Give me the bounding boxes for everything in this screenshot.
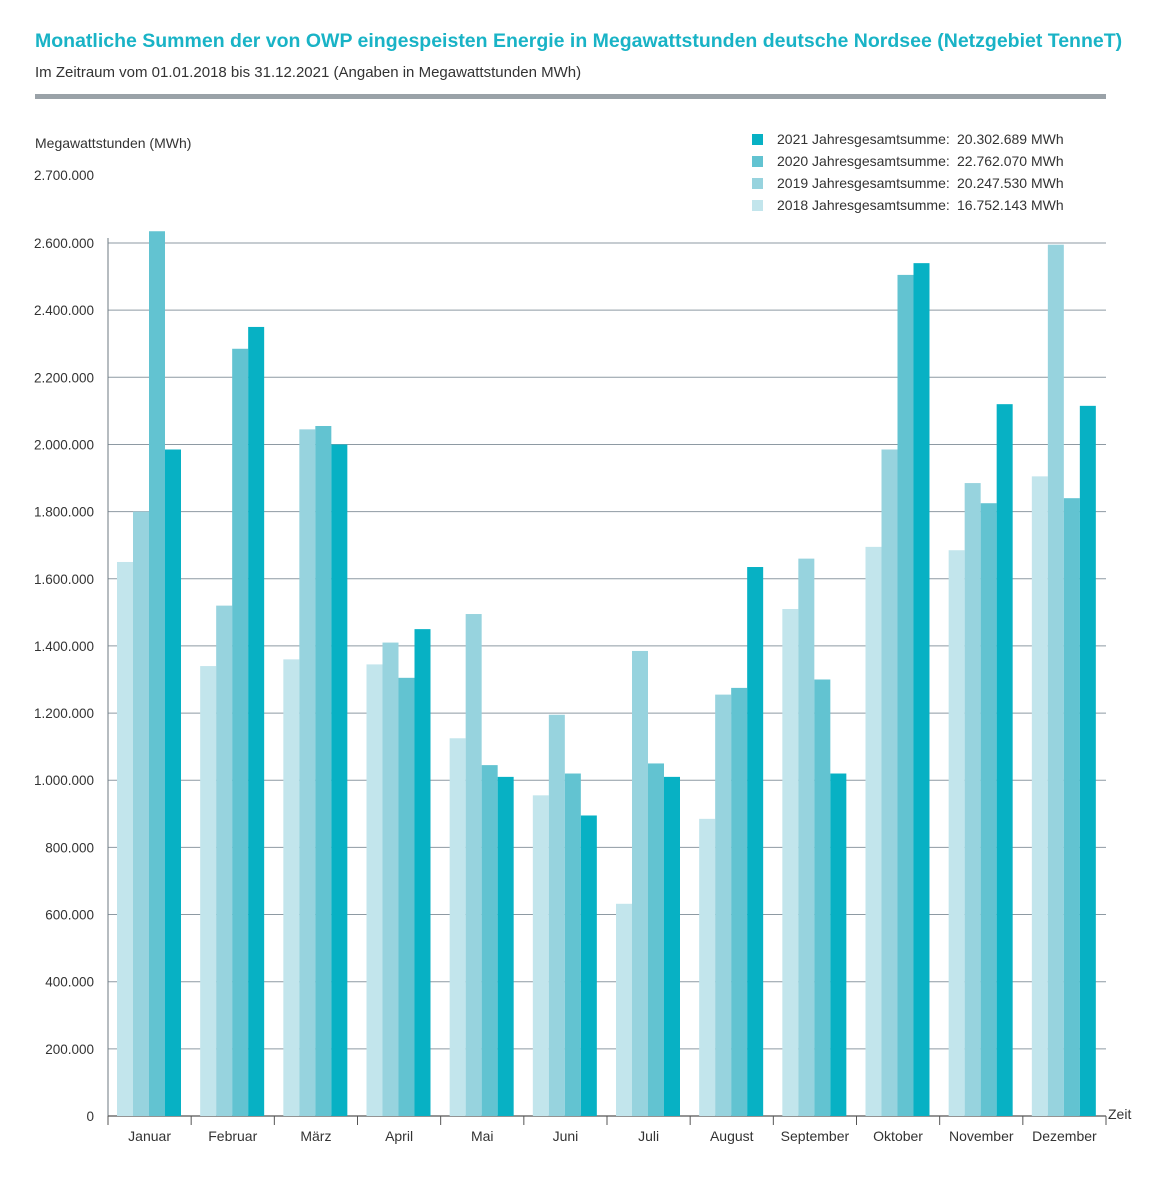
bar-2019-juli (632, 650, 648, 1116)
y-tick-label: 600.000 (45, 908, 94, 923)
bar-2020-november (980, 503, 997, 1116)
legend-label-2019: 2019 Jahresgesamtsumme: (777, 175, 950, 191)
legend: 2021 Jahresgesamtsumme: 20.302.689 MWh 2… (752, 128, 1064, 216)
legend-item-2019: 2019 Jahresgesamtsumme: 20.247.530 MWh (752, 172, 1064, 194)
legend-swatch-2021 (752, 133, 763, 145)
y-tick-label: 2.400.000 (34, 303, 94, 318)
legend-swatch-2019 (752, 177, 763, 189)
legend-swatch-2018 (752, 199, 763, 211)
bar-2021-november (996, 404, 1013, 1117)
bar-2019-november (964, 483, 981, 1116)
x-tick-label: September (781, 1128, 850, 1144)
bar-2019-april (382, 642, 399, 1116)
bar-2021-mai (497, 776, 514, 1116)
bar-2020-dezember (1063, 498, 1080, 1117)
bar-2018-januar (117, 561, 133, 1116)
legend-swatch-2020 (752, 155, 763, 167)
legend-item-2018: 2018 Jahresgesamtsumme: 16.752.143 MWh (752, 194, 1064, 216)
legend-item-2021: 2021 Jahresgesamtsumme: 20.302.689 MWh (752, 128, 1064, 150)
bar-2019-oktober (881, 449, 898, 1117)
bar-2019-august (715, 694, 732, 1116)
legend-label-2018: 2018 Jahresgesamtsumme: (777, 197, 950, 213)
bar-2021-märz (331, 444, 348, 1116)
bar-2021-februar (248, 326, 265, 1116)
bar-2020-mai (481, 765, 498, 1116)
y-tick-label: 0 (86, 1109, 94, 1124)
bar-2021-april (414, 629, 431, 1116)
y-tick-label: 1.400.000 (34, 639, 94, 654)
legend-value-2018: 16.752.143 MWh (957, 197, 1064, 213)
y-tick-label: 400.000 (45, 975, 94, 990)
x-tick-label: August (710, 1128, 754, 1144)
bar-2020-februar (232, 348, 249, 1116)
legend-label-2020: 2020 Jahresgesamtsumme: (777, 153, 950, 169)
x-tick-label: Juni (553, 1128, 579, 1144)
bar-2021-oktober (913, 263, 930, 1117)
y-tick-label: 1.000.000 (34, 773, 94, 788)
x-axis-label: Zeit (1108, 1106, 1131, 1122)
bar-2018-september (782, 608, 799, 1116)
x-tick-label: März (300, 1128, 331, 1144)
bar-2019-märz (299, 429, 316, 1116)
bar-2021-august (747, 567, 764, 1116)
x-tick-label: Oktober (873, 1128, 923, 1144)
bar-2018-oktober (865, 546, 882, 1116)
x-tick-label: November (949, 1128, 1014, 1144)
bar-2018-juli (616, 903, 632, 1116)
bar-2019-januar (133, 511, 149, 1117)
bar-2018-februar (200, 666, 217, 1116)
legend-value-2020: 22.762.070 MWh (957, 153, 1064, 169)
y-tick-label: 2.200.000 (34, 370, 94, 385)
x-tick-label: Juli (638, 1128, 659, 1144)
bar-2019-mai (465, 614, 482, 1116)
bar-2021-dezember (1079, 405, 1096, 1116)
bar-2018-mai (449, 738, 466, 1116)
bar-2018-august (699, 818, 716, 1116)
bar-2020-september (814, 679, 831, 1116)
y-tick-label: 1.600.000 (34, 572, 94, 587)
x-tick-label: April (385, 1128, 413, 1144)
bar-2020-april (398, 677, 415, 1116)
bar-2021-september (830, 773, 847, 1116)
bar-2019-juni (548, 714, 565, 1116)
legend-label-2021: 2021 Jahresgesamtsumme: (777, 131, 950, 147)
bar-2020-august (731, 687, 748, 1116)
bar-2020-juli (648, 763, 664, 1116)
bar-2019-februar (216, 605, 233, 1116)
y-tick-label: 2.700.000 (34, 168, 94, 183)
legend-value-2019: 20.247.530 MWh (957, 175, 1064, 191)
x-tick-label: Dezember (1032, 1128, 1097, 1144)
bar-2018-juni (532, 795, 549, 1116)
legend-value-2021: 20.302.689 MWh (957, 131, 1064, 147)
y-tick-label: 800.000 (45, 840, 94, 855)
bar-2019-dezember (1047, 244, 1064, 1117)
title-divider (35, 94, 1106, 99)
y-tick-label: 2.000.000 (34, 437, 94, 452)
y-tick-label: 2.600.000 (34, 236, 94, 251)
bar-2020-märz (315, 425, 332, 1116)
y-tick-label: 1.200.000 (34, 706, 94, 721)
bar-2018-märz (283, 659, 300, 1116)
bar-2018-april (366, 664, 383, 1116)
bar-2020-juni (564, 773, 581, 1116)
bar-2020-januar (149, 231, 165, 1117)
bar-2021-januar (165, 449, 181, 1117)
x-tick-label: Februar (208, 1128, 257, 1144)
chart-subtitle: Im Zeitraum vom 01.01.2018 bis 31.12.202… (35, 64, 582, 81)
bar-2020-oktober (897, 274, 914, 1116)
bar-2021-juni (580, 815, 597, 1116)
bar-2018-dezember (1031, 476, 1048, 1116)
x-tick-label: Januar (128, 1128, 171, 1144)
y-tick-label: 200.000 (45, 1042, 94, 1057)
x-tick-label: Mai (471, 1128, 494, 1144)
bar-2018-november (948, 550, 965, 1116)
bar-2021-juli (664, 776, 680, 1116)
bar-2019-september (798, 558, 815, 1116)
chart-title: Monatliche Summen der von OWP eingespeis… (35, 30, 1123, 52)
y-axis-label: Megawattstunden (MWh) (35, 135, 192, 151)
legend-item-2020: 2020 Jahresgesamtsumme: 22.762.070 MWh (752, 150, 1064, 172)
y-tick-label: 1.800.000 (34, 505, 94, 520)
